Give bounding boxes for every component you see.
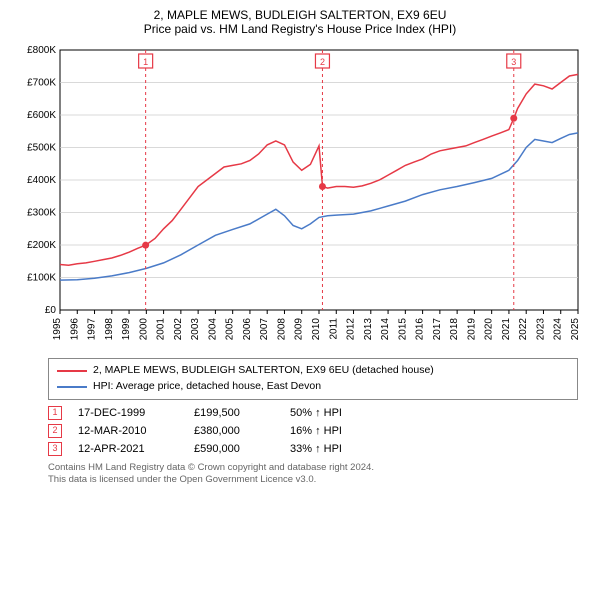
svg-text:2010: 2010 xyxy=(311,318,322,341)
chart-legend: 2, MAPLE MEWS, BUDLEIGH SALTERTON, EX9 6… xyxy=(48,358,578,400)
svg-text:2001: 2001 xyxy=(156,318,167,341)
svg-text:£700K: £700K xyxy=(27,78,56,89)
svg-text:2007: 2007 xyxy=(259,318,270,341)
footnote-line: This data is licensed under the Open Gov… xyxy=(48,474,578,486)
svg-text:2025: 2025 xyxy=(570,318,581,341)
svg-text:2017: 2017 xyxy=(432,318,443,341)
sale-price: £380,000 xyxy=(194,425,274,437)
legend-row: HPI: Average price, detached house, East… xyxy=(57,379,569,395)
svg-text:£0: £0 xyxy=(45,305,57,316)
svg-text:2023: 2023 xyxy=(535,318,546,341)
svg-text:£200K: £200K xyxy=(27,240,56,251)
svg-text:2: 2 xyxy=(320,57,325,67)
sale-delta: 16% ↑ HPI xyxy=(290,425,342,437)
legend-line-swatch xyxy=(57,370,87,372)
svg-text:2022: 2022 xyxy=(518,318,529,341)
svg-text:2011: 2011 xyxy=(328,318,339,340)
sale-index-box: 1 xyxy=(48,406,62,420)
svg-text:1999: 1999 xyxy=(121,318,132,341)
svg-text:2004: 2004 xyxy=(207,318,218,341)
svg-text:2009: 2009 xyxy=(294,318,305,341)
sale-delta: 33% ↑ HPI xyxy=(290,443,342,455)
svg-text:2008: 2008 xyxy=(276,318,287,341)
svg-text:2002: 2002 xyxy=(173,318,184,341)
svg-text:£500K: £500K xyxy=(27,143,56,154)
svg-text:2021: 2021 xyxy=(501,318,512,341)
svg-text:2003: 2003 xyxy=(190,318,201,341)
legend-line-swatch xyxy=(57,386,87,388)
svg-text:2006: 2006 xyxy=(242,318,253,341)
svg-text:£400K: £400K xyxy=(27,175,56,186)
sale-index-box: 3 xyxy=(48,442,62,456)
svg-text:1997: 1997 xyxy=(87,318,98,341)
legend-row: 2, MAPLE MEWS, BUDLEIGH SALTERTON, EX9 6… xyxy=(57,363,569,379)
legend-label: HPI: Average price, detached house, East… xyxy=(93,379,321,395)
svg-text:3: 3 xyxy=(511,57,516,67)
svg-text:2024: 2024 xyxy=(553,318,564,341)
svg-text:2019: 2019 xyxy=(466,318,477,341)
footnote: Contains HM Land Registry data © Crown c… xyxy=(48,462,578,487)
sale-date: 12-APR-2021 xyxy=(78,443,178,455)
svg-text:2015: 2015 xyxy=(397,318,408,341)
footnote-line: Contains HM Land Registry data © Crown c… xyxy=(48,462,578,474)
svg-text:2012: 2012 xyxy=(346,318,357,341)
sale-row: 1 17-DEC-1999 £199,500 50% ↑ HPI xyxy=(48,406,578,420)
svg-text:2013: 2013 xyxy=(363,318,374,341)
page-title: 2, MAPLE MEWS, BUDLEIGH SALTERTON, EX9 6… xyxy=(12,8,588,22)
sale-date: 12-MAR-2010 xyxy=(78,425,178,437)
svg-text:1996: 1996 xyxy=(69,318,80,341)
svg-text:2016: 2016 xyxy=(415,318,426,341)
svg-text:2005: 2005 xyxy=(225,318,236,341)
sale-date: 17-DEC-1999 xyxy=(78,407,178,419)
sale-price: £590,000 xyxy=(194,443,274,455)
svg-text:2014: 2014 xyxy=(380,318,391,341)
page-subtitle: Price paid vs. HM Land Registry's House … xyxy=(12,22,588,36)
sale-index-box: 2 xyxy=(48,424,62,438)
sale-row: 3 12-APR-2021 £590,000 33% ↑ HPI xyxy=(48,442,578,456)
svg-text:2020: 2020 xyxy=(484,318,495,341)
svg-text:1: 1 xyxy=(143,57,148,67)
sale-row: 2 12-MAR-2010 £380,000 16% ↑ HPI xyxy=(48,424,578,438)
sale-price: £199,500 xyxy=(194,407,274,419)
svg-text:£800K: £800K xyxy=(27,45,56,56)
svg-text:1995: 1995 xyxy=(52,318,63,341)
svg-text:£100K: £100K xyxy=(27,273,56,284)
svg-text:2000: 2000 xyxy=(138,318,149,341)
legend-label: 2, MAPLE MEWS, BUDLEIGH SALTERTON, EX9 6… xyxy=(93,363,434,379)
svg-text:2018: 2018 xyxy=(449,318,460,341)
svg-text:1998: 1998 xyxy=(104,318,115,341)
svg-text:£600K: £600K xyxy=(27,110,56,121)
svg-text:£300K: £300K xyxy=(27,208,56,219)
sale-delta: 50% ↑ HPI xyxy=(290,407,342,419)
sale-events: 1 17-DEC-1999 £199,500 50% ↑ HPI 2 12-MAR-201… xyxy=(48,406,578,456)
price-chart: £0 £100K £200K £300K £400K £500K £600K £700K £80… xyxy=(12,42,588,352)
